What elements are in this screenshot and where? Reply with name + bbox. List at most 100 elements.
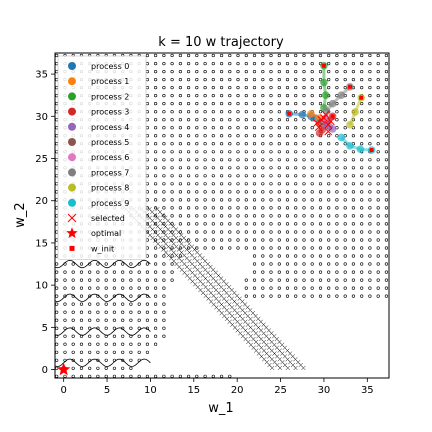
background-dot — [244, 190, 248, 194]
background-dot — [63, 334, 67, 338]
contour-line — [55, 358, 151, 368]
background-dot — [360, 166, 364, 170]
background-dot — [351, 134, 356, 138]
background-dot — [228, 61, 232, 66]
background-dot — [63, 270, 67, 274]
background-dot — [360, 222, 364, 226]
background-dot — [252, 166, 257, 170]
background-dot — [211, 230, 215, 234]
trajectory-point — [328, 99, 337, 108]
background-dot — [104, 286, 108, 290]
background-dot — [63, 294, 67, 298]
background-dot — [162, 286, 166, 290]
background-dot — [261, 85, 265, 90]
background-dot — [195, 174, 199, 178]
background-dot — [343, 126, 347, 130]
background-dot — [310, 77, 314, 82]
background-dot — [187, 198, 191, 202]
background-dot — [195, 69, 199, 74]
background-dot — [277, 126, 281, 130]
background-hatch — [301, 365, 306, 371]
background-dot — [302, 158, 306, 162]
background-dot — [327, 77, 331, 82]
background-dot — [302, 198, 306, 202]
background-dot — [236, 93, 240, 98]
background-dot — [294, 230, 298, 234]
background-dot — [384, 174, 389, 178]
background-dot — [343, 230, 347, 234]
background-dot — [368, 142, 372, 146]
background-dot — [384, 53, 389, 58]
background-dot — [310, 254, 314, 258]
background-dot — [187, 214, 191, 218]
background-dot — [211, 77, 215, 82]
background-dot — [269, 254, 273, 258]
selected-marker — [317, 115, 326, 124]
background-dot — [211, 222, 215, 226]
background-dot — [178, 222, 182, 226]
background-dot — [187, 166, 191, 170]
background-dot — [104, 350, 108, 354]
w-init-marker — [347, 84, 352, 89]
background-dot — [360, 254, 364, 258]
background-dot — [343, 110, 347, 114]
background-dot — [294, 93, 298, 98]
background-dot — [285, 238, 290, 242]
background-dot — [327, 166, 331, 170]
background-dot — [360, 174, 364, 178]
background-dot — [269, 278, 273, 282]
background-dot — [269, 214, 273, 218]
background-dot — [145, 190, 149, 194]
background-dot — [302, 53, 306, 58]
background-dot — [162, 142, 166, 146]
contour-line — [55, 327, 151, 336]
background-dot — [71, 286, 75, 290]
background-dot — [261, 158, 265, 162]
background-dot — [368, 254, 372, 258]
background-dot — [88, 350, 92, 354]
background-dot — [228, 126, 232, 130]
background-dot — [79, 374, 84, 378]
background-dot — [384, 61, 389, 66]
background-dot — [327, 262, 331, 266]
background-dot — [302, 69, 306, 74]
background-dot — [302, 238, 306, 242]
background-dot — [368, 222, 372, 226]
background-dot — [269, 150, 273, 154]
background-dot — [310, 61, 314, 66]
background-dot — [129, 374, 133, 378]
background-dot — [368, 270, 372, 274]
background-dot — [310, 270, 314, 274]
background-dot — [211, 142, 215, 146]
background-hatch — [285, 365, 290, 371]
background-dot — [228, 214, 232, 218]
background-dot — [277, 190, 281, 194]
background-dot — [384, 150, 389, 154]
background-dot — [343, 254, 347, 258]
background-dot — [63, 350, 67, 354]
background-dot — [96, 318, 100, 322]
background-dot — [203, 166, 207, 170]
background-dot — [162, 101, 166, 106]
trajectory-point — [356, 145, 365, 154]
background-dot — [294, 166, 298, 170]
background-dot — [376, 85, 380, 90]
background-dot — [145, 342, 149, 346]
background-dot — [261, 270, 265, 274]
background-dot — [244, 230, 248, 234]
background-dot — [261, 77, 265, 82]
background-dot — [121, 366, 125, 370]
background-dot — [228, 166, 232, 170]
background-dot — [327, 134, 331, 138]
background-dot — [228, 77, 232, 82]
background-dot — [145, 166, 149, 170]
background-dot — [129, 342, 133, 346]
trajectory-point — [321, 91, 330, 100]
background-dot — [228, 85, 232, 90]
background-dot — [71, 318, 75, 322]
background-dot — [203, 101, 207, 106]
background-dot — [302, 230, 306, 234]
background-dot — [203, 126, 207, 130]
background-dot — [285, 93, 290, 98]
background-dot — [327, 174, 331, 178]
